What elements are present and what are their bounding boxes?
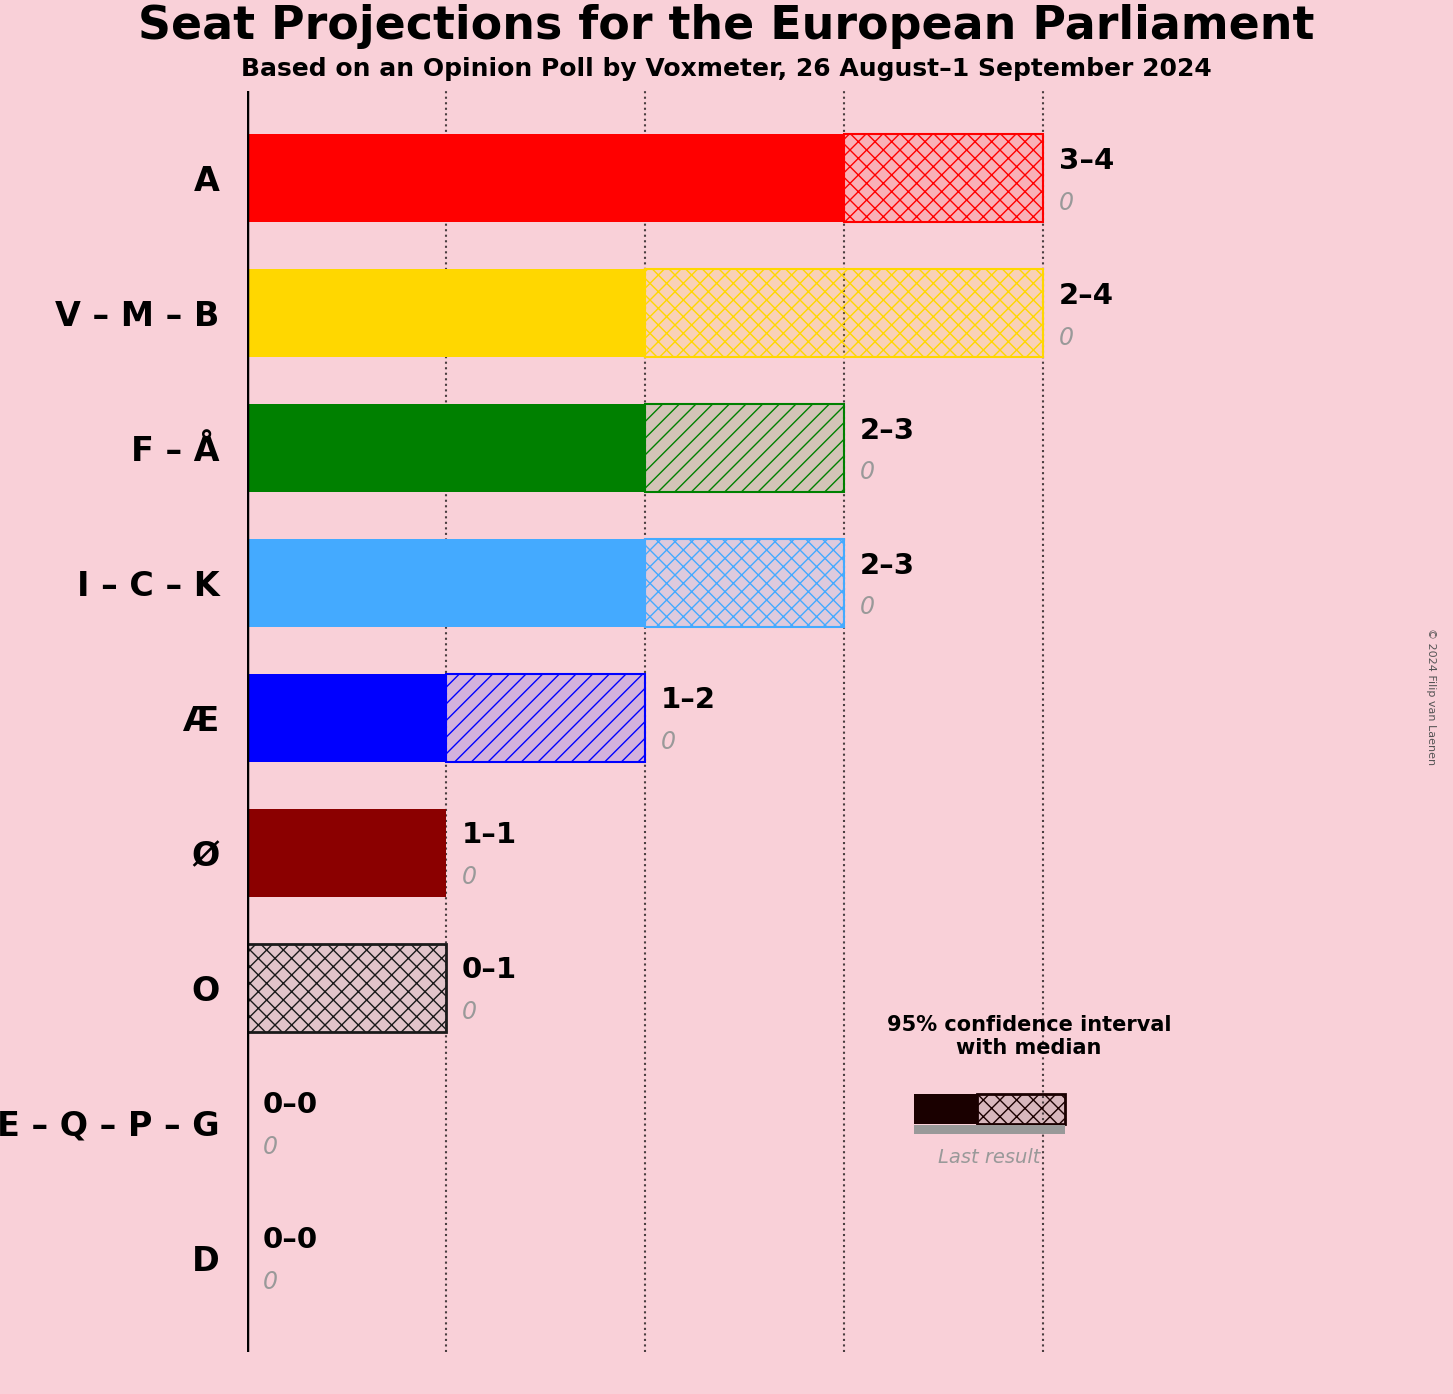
Bar <box>645 539 844 627</box>
Bar <box>247 675 446 763</box>
Text: 0: 0 <box>1059 191 1074 215</box>
Bar <box>844 134 1043 222</box>
Text: 0: 0 <box>462 999 477 1025</box>
Bar <box>247 944 446 1032</box>
Bar <box>247 134 844 222</box>
Bar <box>446 675 645 763</box>
Text: 3–4: 3–4 <box>1059 146 1114 174</box>
Text: 0–1: 0–1 <box>462 956 517 984</box>
Bar <box>914 1094 978 1124</box>
Bar <box>247 404 645 492</box>
Text: 1–1: 1–1 <box>462 821 517 849</box>
Text: 2–4: 2–4 <box>1059 282 1114 309</box>
Text: 1–2: 1–2 <box>661 686 716 715</box>
Text: 0: 0 <box>263 1135 278 1158</box>
Text: © 2024 Filip van Laenen: © 2024 Filip van Laenen <box>1425 629 1436 765</box>
Bar <box>645 269 1043 357</box>
Bar <box>247 539 645 627</box>
Bar <box>978 1094 1065 1124</box>
Text: 95% confidence interval
with median: 95% confidence interval with median <box>886 1015 1171 1058</box>
Text: Seat Projections for the European Parliament: Seat Projections for the European Parlia… <box>138 4 1315 49</box>
Bar <box>247 269 645 357</box>
Text: Based on an Opinion Poll by Voxmeter, 26 August–1 September 2024: Based on an Opinion Poll by Voxmeter, 26… <box>241 57 1212 81</box>
Bar <box>645 539 844 627</box>
Text: 0: 0 <box>462 866 477 889</box>
Bar <box>247 944 446 1032</box>
Bar <box>645 404 844 492</box>
Text: 0: 0 <box>263 1270 278 1294</box>
Text: 0: 0 <box>860 595 875 619</box>
Text: 0–0: 0–0 <box>263 1227 318 1255</box>
Text: 0: 0 <box>860 460 875 485</box>
Text: 0–0: 0–0 <box>263 1092 318 1119</box>
Bar <box>978 1094 1065 1124</box>
Bar <box>645 404 844 492</box>
Text: 0: 0 <box>661 730 676 754</box>
Bar <box>914 1125 1065 1135</box>
Bar <box>645 269 1043 357</box>
Bar <box>844 134 1043 222</box>
Bar <box>247 809 446 896</box>
Text: 2–3: 2–3 <box>860 552 915 580</box>
Bar <box>446 675 645 763</box>
Text: Last result: Last result <box>939 1149 1040 1167</box>
Text: 0: 0 <box>1059 326 1074 350</box>
Text: 2–3: 2–3 <box>860 417 915 445</box>
